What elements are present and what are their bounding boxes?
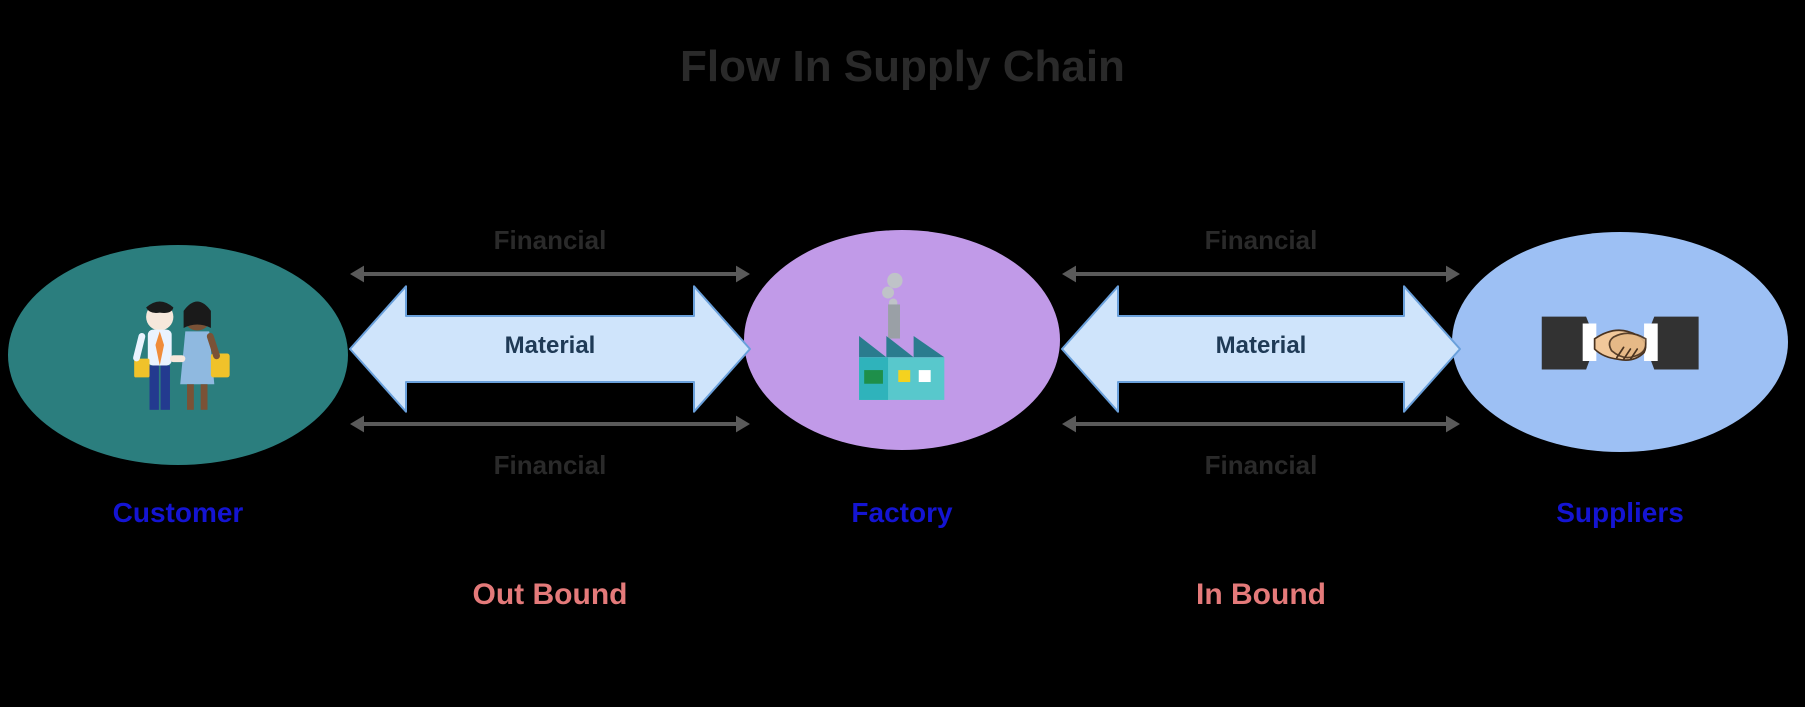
factory-icon [799,255,1004,426]
factory-label: Factory [752,497,1052,529]
inbound-material-label: Material [1141,332,1381,360]
inbound-financial-top-label: Financial [1141,225,1381,256]
suppliers-label: Suppliers [1470,497,1770,529]
customer-label: Customer [28,497,328,529]
outbound-financial-top-label: Financial [430,225,670,256]
inbound-section-label: In Bound [1111,578,1411,612]
inbound-financial-bottom-label: Financial [1141,450,1381,481]
customers-icon [68,270,289,441]
diagram-title: Flow In Supply Chain [0,42,1805,92]
outbound-section-label: Out Bound [400,578,700,612]
outbound-financial-bottom-label: Financial [430,450,670,481]
outbound-material-label: Material [430,332,670,360]
handshake-icon [1511,257,1729,428]
